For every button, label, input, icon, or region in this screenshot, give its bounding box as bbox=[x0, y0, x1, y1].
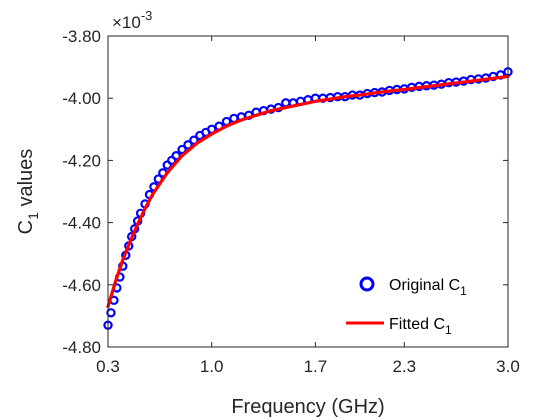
x-axis-label: Frequency (GHz) bbox=[231, 396, 384, 418]
y-tick-label: -4.00 bbox=[62, 89, 101, 108]
data-point-original bbox=[183, 140, 193, 150]
legend: Original C1 Fitted C1 bbox=[346, 276, 467, 337]
y-axis-exponent-power: -3 bbox=[141, 8, 153, 23]
legend-marker-original bbox=[359, 276, 375, 292]
x-tick-label: 1.7 bbox=[304, 357, 328, 376]
y-axis-exponent: ×10-3 bbox=[112, 8, 152, 32]
y-axis-label: C1 values bbox=[15, 149, 41, 235]
legend-label-original: Original C1 bbox=[389, 277, 467, 298]
y-tick-label: -4.40 bbox=[62, 214, 101, 233]
series-layer bbox=[103, 67, 513, 330]
data-point-original bbox=[177, 144, 187, 155]
x-tick-label: 1.0 bbox=[200, 357, 224, 376]
legend-label-original-main: Original C bbox=[389, 277, 460, 294]
legend-label-fitted-main: Fitted C bbox=[389, 316, 445, 333]
y-tick-label: -3.80 bbox=[62, 27, 101, 46]
y-axis-label-main: C bbox=[15, 220, 37, 234]
y-tick-label: -4.80 bbox=[62, 338, 101, 357]
x-tick-label: 0.3 bbox=[96, 357, 120, 376]
y-tick-label: -4.20 bbox=[62, 151, 101, 170]
legend-label-original-subscript: 1 bbox=[460, 284, 467, 298]
y-tick-label: -4.60 bbox=[62, 276, 101, 295]
fitted-line bbox=[106, 74, 510, 309]
tick-labels: 0.3 1.0 1.7 2.3 3.0 -3.80 -4.00 -4.20 -4.40 -4.60… bbox=[62, 27, 520, 376]
axes-layer bbox=[107, 35, 509, 348]
data-point-original bbox=[106, 308, 116, 318]
y-axis-label-suffix: values bbox=[15, 149, 37, 212]
axes-box bbox=[107, 35, 509, 348]
y-axis-exponent-base: ×10 bbox=[112, 13, 141, 32]
x-tick-label: 2.3 bbox=[392, 357, 416, 376]
x-tick-label: 3.0 bbox=[496, 357, 520, 376]
legend-label-fitted-subscript: 1 bbox=[445, 323, 452, 337]
legend-label-fitted: Fitted C1 bbox=[389, 316, 452, 337]
y-axis-label-subscript: 1 bbox=[25, 212, 41, 220]
data-point-original bbox=[171, 151, 181, 161]
